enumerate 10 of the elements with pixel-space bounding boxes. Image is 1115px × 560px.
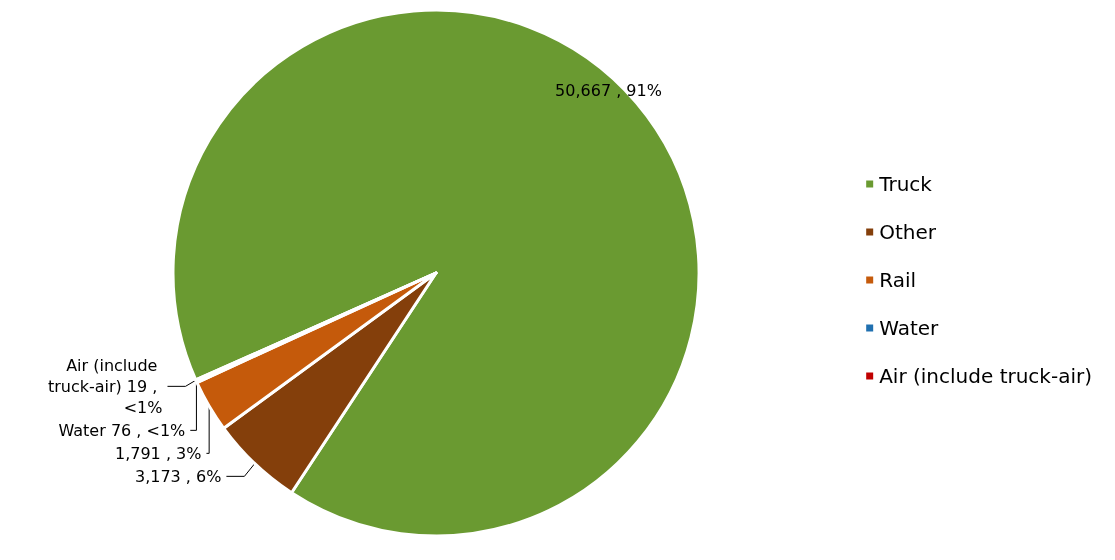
data-label: 1,791 , 3% bbox=[114, 443, 202, 463]
legend-label: Other bbox=[879, 220, 937, 244]
data-label: Water 76 , <1% bbox=[58, 420, 186, 440]
legend-label: Rail bbox=[879, 268, 917, 292]
data-label: 50,667 , 91% bbox=[555, 81, 662, 101]
legend-label: Truck bbox=[878, 172, 933, 196]
data-label: 3,173 , 6% bbox=[134, 466, 222, 486]
data-label: Air (include truck-air) 19 , <1% bbox=[47, 355, 163, 417]
legend-label: Air (include truck-air) bbox=[879, 364, 1092, 388]
legend-label: Water bbox=[879, 316, 940, 340]
